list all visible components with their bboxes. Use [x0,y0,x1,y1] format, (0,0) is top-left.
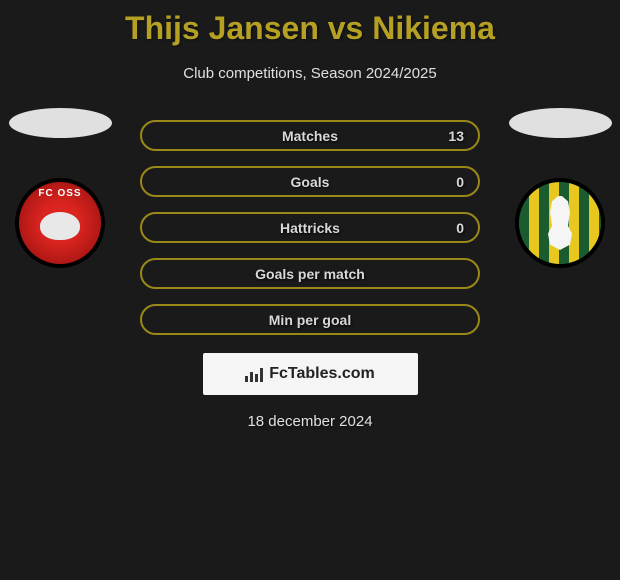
stork-icon [540,196,580,250]
club-badge-left: FC OSS [15,178,105,268]
stat-label: Matches [282,128,338,144]
chart-icon [245,366,265,382]
stat-pill: Hattricks 0 [140,212,480,243]
stat-pill: Matches 13 [140,120,480,151]
branding-box[interactable]: FcTables.com [203,353,418,395]
club-badge-right [515,178,605,268]
stat-value: 0 [456,174,464,190]
club-right [500,108,620,268]
stat-label: Hattricks [280,220,340,236]
stat-label: Min per goal [269,312,351,328]
page-title: Thijs Jansen vs Nikiema [0,0,620,47]
club-badge-left-text: FC OSS [38,188,81,199]
date-text: 18 december 2024 [0,413,620,430]
stats-area: FC OSS Matches 13 Goals 0 Hattricks 0 Goals pe… [0,120,620,335]
stat-value: 13 [448,128,464,144]
stat-pill: Goals 0 [140,166,480,197]
player-photo-placeholder-left [9,108,112,138]
stat-pill: Min per goal [140,304,480,335]
stat-label: Goals per match [255,266,365,282]
stat-value: 0 [456,220,464,236]
brand-text: FcTables.com [269,365,375,383]
player-photo-placeholder-right [509,108,612,138]
stat-label: Goals [291,174,330,190]
stat-pill: Goals per match [140,258,480,289]
subtitle: Club competitions, Season 2024/2025 [0,65,620,82]
stat-rows: Matches 13 Goals 0 Hattricks 0 Goals per match… [140,120,480,335]
club-left: FC OSS [0,108,120,268]
